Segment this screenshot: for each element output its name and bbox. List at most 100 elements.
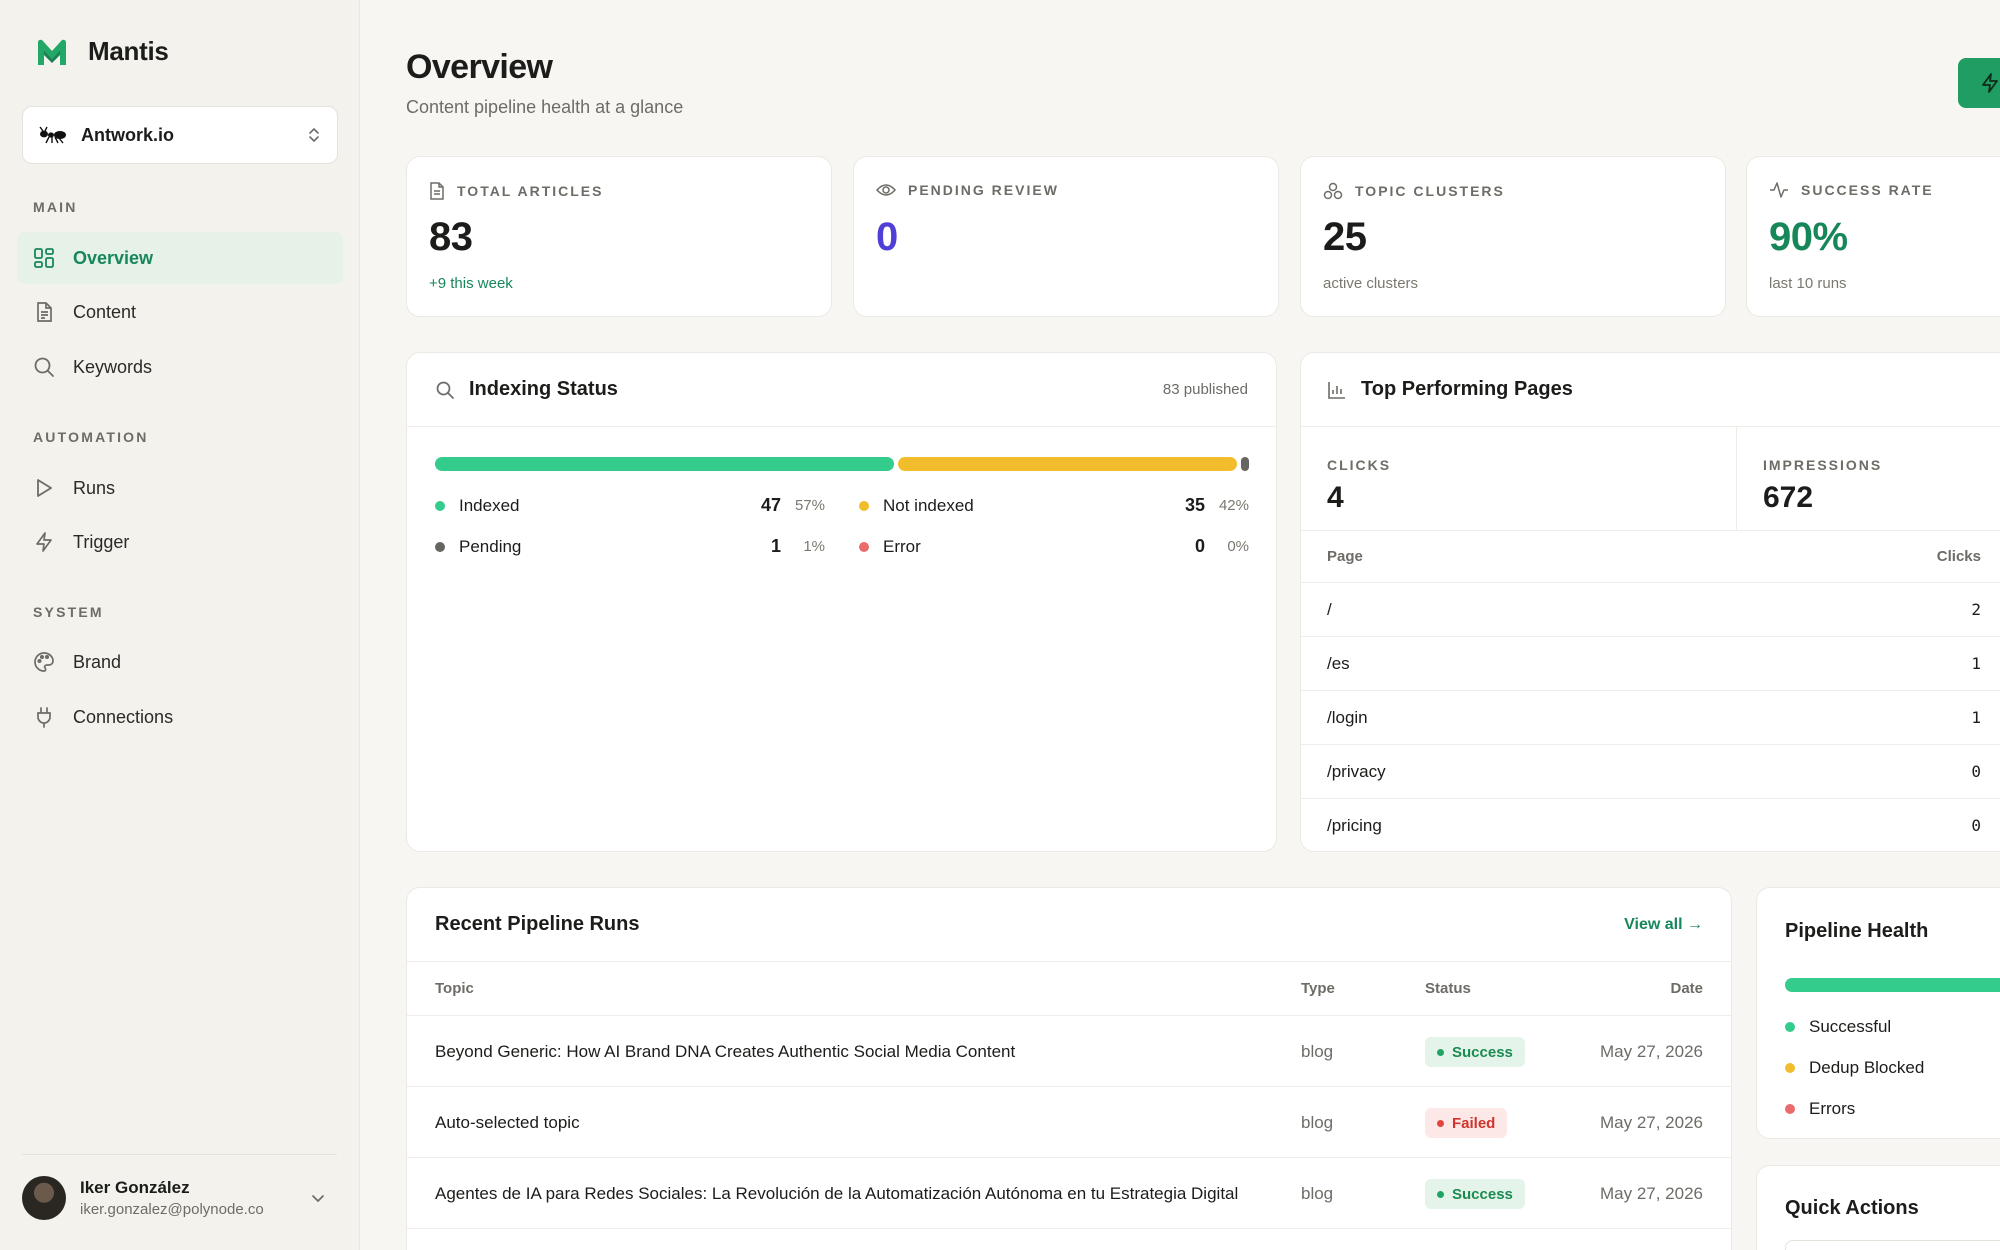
page-clicks: 1 bbox=[1971, 708, 1981, 727]
status-text: Failed bbox=[1452, 1114, 1496, 1132]
legend-label: Successful bbox=[1809, 1017, 1892, 1036]
legend-label: Pending bbox=[459, 536, 522, 556]
nav-section-main: MAIN bbox=[33, 199, 78, 215]
stat-card-pending-review: PENDING REVIEW 0 bbox=[853, 156, 1279, 317]
legend-item-indexed: Indexed 47 57% bbox=[435, 495, 825, 516]
sidebar-item-connections[interactable]: Connections bbox=[17, 691, 343, 743]
mantis-logo-icon bbox=[38, 39, 66, 65]
legend-count: 1 bbox=[770, 536, 781, 556]
run-date: May 27, 2026 bbox=[1599, 1113, 1703, 1132]
page-path: /es bbox=[1327, 653, 1350, 673]
sidebar-item-label: Overview bbox=[73, 247, 154, 268]
legend-pct: 1% bbox=[803, 538, 825, 555]
metric-label: IMPRESSIONS bbox=[1763, 457, 1883, 473]
impressions-metric: IMPRESSIONS 672 bbox=[1737, 427, 2000, 531]
stat-value: 83 bbox=[429, 215, 473, 259]
stat-label: TOTAL ARTICLES bbox=[457, 183, 604, 199]
trigger-run-button[interactable] bbox=[1958, 58, 2000, 108]
page-path: /privacy bbox=[1327, 761, 1386, 781]
legend-item-error: Error 0 0% bbox=[859, 536, 1249, 557]
table-row[interactable]: /privacy 0 bbox=[1301, 745, 2000, 799]
legend-dot bbox=[435, 541, 445, 552]
nav-section-automation: AUTOMATION bbox=[33, 429, 149, 445]
run-topic: Beyond Generic: How AI Brand DNA Creates… bbox=[435, 1042, 1016, 1061]
legend-pct: 0% bbox=[1227, 538, 1249, 555]
page-path: /pricing bbox=[1327, 815, 1382, 835]
table-row[interactable]: /es 1 bbox=[1301, 637, 2000, 691]
legend-item-dedup-blocked: Dedup Blocked bbox=[1785, 1058, 1924, 1078]
table-row[interactable]: / 2 bbox=[1301, 583, 2000, 637]
legend-label: Indexed bbox=[459, 495, 520, 515]
sidebar-item-overview[interactable]: Overview bbox=[17, 232, 343, 284]
table-row[interactable]: /pricing 0 bbox=[1301, 799, 2000, 851]
legend-item-not-indexed: Not indexed 35 42% bbox=[859, 495, 1249, 516]
table-row[interactable]: /login 1 bbox=[1301, 691, 2000, 745]
bolt-icon bbox=[1982, 73, 1998, 93]
workspace-switcher[interactable]: Antwork.io bbox=[22, 106, 338, 164]
sidebar-item-brand[interactable]: Brand bbox=[17, 636, 343, 688]
metric-value: 672 bbox=[1763, 481, 1814, 514]
legend-count: 47 bbox=[760, 495, 781, 515]
run-type: blog bbox=[1301, 1184, 1334, 1203]
page-path: / bbox=[1327, 599, 1332, 619]
sidebar-item-trigger[interactable]: Trigger bbox=[17, 516, 343, 568]
legend-count: 35 bbox=[1184, 495, 1205, 515]
legend-dot bbox=[859, 541, 869, 552]
sidebar: Mantis Antwork.io MAIN Overview Content … bbox=[0, 0, 360, 1250]
palette-icon bbox=[34, 652, 54, 672]
document-icon bbox=[430, 182, 444, 200]
avatar bbox=[22, 1176, 66, 1220]
page-clicks: 1 bbox=[1971, 654, 1981, 673]
status-badge: Success bbox=[1425, 1179, 1525, 1209]
column-header-type: Type bbox=[1301, 980, 1335, 997]
indexing-bar-segment bbox=[1241, 457, 1249, 471]
bar-chart-icon bbox=[1328, 381, 1345, 399]
stat-label: SUCCESS RATE bbox=[1801, 182, 1934, 198]
column-header-page: Page bbox=[1327, 548, 1363, 565]
run-topic: Agentes de IA para Redes Sociales: La Re… bbox=[435, 1184, 1239, 1203]
legend-label: Dedup Blocked bbox=[1809, 1058, 1925, 1077]
page-path: /login bbox=[1327, 707, 1368, 727]
user-name: Iker González bbox=[80, 1178, 190, 1197]
clicks-metric: CLICKS 4 bbox=[1301, 427, 1737, 531]
table-header: Topic Type Status Date bbox=[407, 962, 1731, 1016]
card-title: Top Performing Pages bbox=[1361, 378, 1573, 400]
legend-label: Error bbox=[883, 536, 921, 556]
table-row[interactable]: Agentes de IA para Redes Sociales: La Re… bbox=[407, 1158, 1731, 1229]
stat-card-success-rate: SUCCESS RATE 90% last 10 runs bbox=[1746, 156, 2000, 317]
nav-section-system: SYSTEM bbox=[33, 604, 104, 620]
quick-actions-card: Quick Actions bbox=[1756, 1165, 2000, 1250]
column-header-topic: Topic bbox=[435, 980, 474, 997]
page-subtitle: Content pipeline health at a glance bbox=[406, 97, 684, 117]
table-row[interactable]: Beyond Generic: How AI Brand DNA Creates… bbox=[407, 1016, 1731, 1087]
page-clicks: 2 bbox=[1971, 600, 1981, 619]
quick-action-button[interactable] bbox=[1785, 1240, 2000, 1250]
legend-label: Errors bbox=[1809, 1099, 1856, 1118]
user-menu[interactable]: Iker González iker.gonzalez@polynode.co bbox=[22, 1176, 338, 1220]
brand[interactable]: Mantis bbox=[36, 36, 169, 67]
sidebar-item-content[interactable]: Content bbox=[17, 286, 343, 338]
indexing-bar-segment bbox=[898, 457, 1237, 471]
sidebar-item-keywords[interactable]: Keywords bbox=[17, 341, 343, 393]
clusters-icon bbox=[1323, 182, 1343, 200]
stat-value: 25 bbox=[1323, 215, 1367, 259]
page-title: Overview bbox=[406, 48, 553, 86]
page-clicks: 0 bbox=[1971, 762, 1981, 781]
activity-icon bbox=[1770, 182, 1788, 198]
legend-dot bbox=[1785, 1063, 1795, 1073]
divider bbox=[22, 1154, 337, 1155]
sidebar-item-runs[interactable]: Runs bbox=[17, 462, 343, 514]
published-count: 83 published bbox=[1162, 381, 1248, 398]
user-email: iker.gonzalez@polynode.co bbox=[80, 1201, 264, 1218]
table-row[interactable]: Auto-selected topic blog Failed May 27, … bbox=[407, 1087, 1731, 1158]
search-icon bbox=[436, 381, 454, 399]
legend-item-successful: Successful bbox=[1785, 1017, 1891, 1037]
ant-icon bbox=[39, 126, 66, 144]
search-icon bbox=[34, 357, 54, 377]
top-pages-card: Top Performing Pages CLICKS 4 IMPRESSION… bbox=[1300, 352, 2000, 852]
run-topic: Auto-selected topic bbox=[435, 1113, 580, 1132]
view-all-link[interactable]: View all → bbox=[1624, 915, 1703, 933]
workspace-name: Antwork.io bbox=[81, 124, 174, 145]
card-title: Quick Actions bbox=[1785, 1197, 1919, 1219]
chevron-updown-icon bbox=[309, 128, 319, 142]
